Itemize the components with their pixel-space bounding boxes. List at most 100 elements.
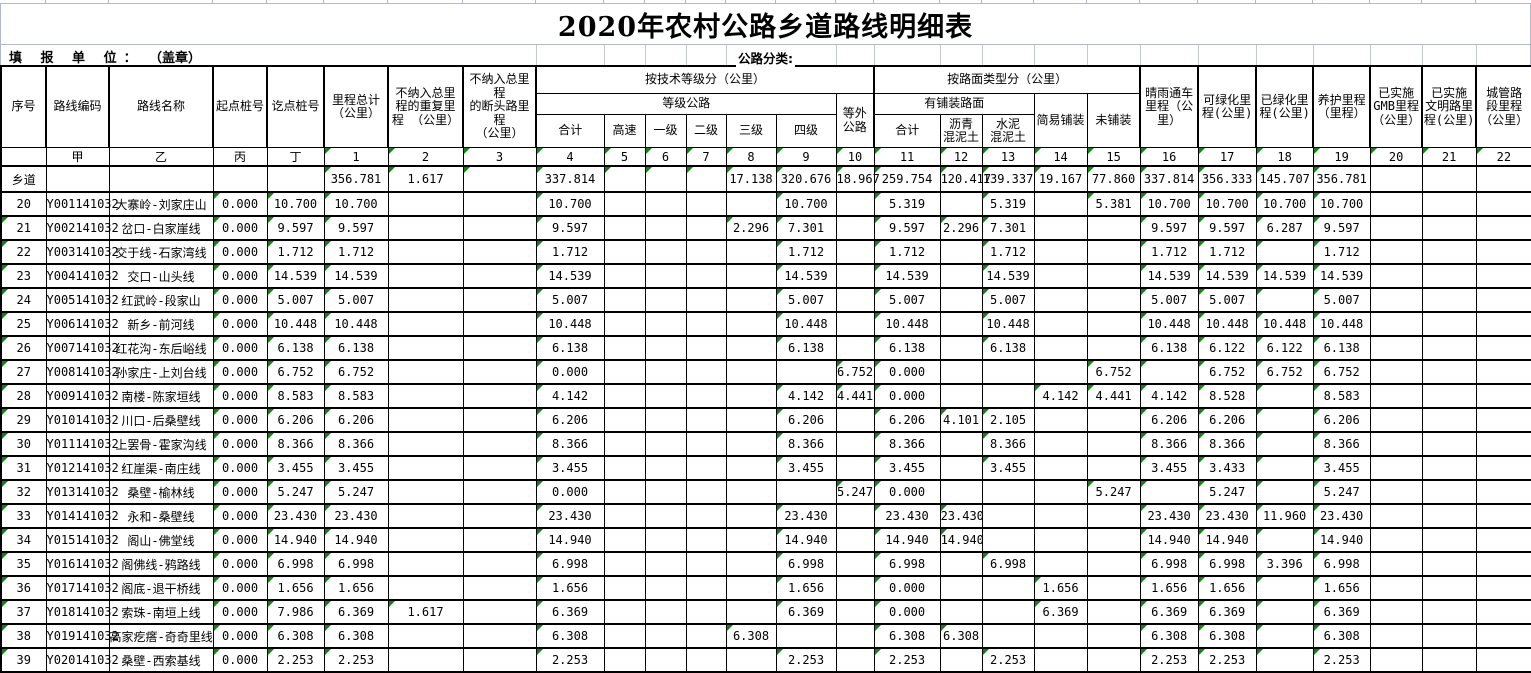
col-code-c17[interactable]: 17 xyxy=(1197,147,1257,167)
cell-22-c6[interactable] xyxy=(644,239,687,265)
cell-36-c17[interactable]: 1.656 xyxy=(1197,575,1257,601)
cell-24-c9[interactable]: 5.007 xyxy=(775,287,837,313)
cell-35-c6[interactable] xyxy=(644,551,687,577)
cell-34-c12[interactable]: 14.940 xyxy=(939,527,984,553)
cell-32-c1[interactable]: 5.247 xyxy=(323,479,389,505)
cell-33-c20[interactable] xyxy=(1369,503,1423,529)
cell-21-c14[interactable] xyxy=(1033,215,1088,241)
cell-乡道-c9[interactable]: 320.676 xyxy=(775,165,837,193)
cell-21-c2[interactable] xyxy=(387,215,464,241)
cell-37-c13[interactable] xyxy=(981,599,1035,625)
col-code-c10[interactable]: 10 xyxy=(835,147,875,167)
cell-23-c5[interactable] xyxy=(603,263,646,289)
cell-24-c3[interactable] xyxy=(462,287,537,313)
cell-25-c15[interactable] xyxy=(1086,311,1141,337)
cell-27-c14[interactable] xyxy=(1033,359,1088,385)
cell-26-name[interactable]: 红花沟-东后峪线 xyxy=(108,335,214,361)
cell-24-c20[interactable] xyxy=(1369,287,1423,313)
cell-33-c4[interactable]: 23.430 xyxy=(535,503,605,529)
cell-38-c5[interactable] xyxy=(603,623,646,649)
cell-39-c13[interactable]: 2.253 xyxy=(981,647,1035,673)
cell-26-c17[interactable]: 6.122 xyxy=(1197,335,1257,361)
cell-38-c7[interactable] xyxy=(685,623,727,649)
cell-33-c16[interactable]: 23.430 xyxy=(1139,503,1199,529)
cell-29-c8[interactable] xyxy=(725,407,777,433)
cell-31-c11[interactable]: 3.455 xyxy=(873,455,941,481)
cell-34-c10[interactable] xyxy=(835,527,875,553)
cell-27-end-stake[interactable]: 6.752 xyxy=(266,359,325,385)
cell-29-c1[interactable]: 6.206 xyxy=(323,407,389,433)
cell-20-c7[interactable] xyxy=(685,191,727,217)
cell-31-c3[interactable] xyxy=(462,455,537,481)
cell-27-code[interactable]: Y008141032 xyxy=(45,359,119,385)
cell-27-c22[interactable] xyxy=(1475,359,1531,385)
cell-21-end-stake[interactable]: 9.597 xyxy=(266,215,325,241)
cell-21-name[interactable]: 岔口-白家崖线 xyxy=(108,215,214,241)
cell-20-c3[interactable] xyxy=(462,191,537,217)
cell-20-c17[interactable]: 10.700 xyxy=(1197,191,1257,217)
cell-20-c19[interactable]: 10.700 xyxy=(1312,191,1371,217)
cell-24-c6[interactable] xyxy=(644,287,687,313)
cell-38-c6[interactable] xyxy=(644,623,687,649)
cell-24-c21[interactable] xyxy=(1421,287,1477,313)
cell-34-c19[interactable]: 14.940 xyxy=(1312,527,1371,553)
cell-30-c18[interactable] xyxy=(1255,431,1314,457)
cell-20-c22[interactable] xyxy=(1475,191,1531,217)
cell-26-c9[interactable]: 6.138 xyxy=(775,335,837,361)
cell-24-c19[interactable]: 5.007 xyxy=(1312,287,1371,313)
cell-30-c17[interactable]: 8.366 xyxy=(1197,431,1257,457)
cell-37-c10[interactable] xyxy=(835,599,875,625)
cell-乡道-c8[interactable]: 17.138 xyxy=(725,165,777,193)
cell-38-code[interactable]: Y019141032 xyxy=(45,623,119,649)
cell-30-c22[interactable] xyxy=(1475,431,1531,457)
col-header-deadend-mileage[interactable]: 不纳入总里程 的断头路里程 （公里） xyxy=(462,65,537,148)
cell-22-c11[interactable]: 1.712 xyxy=(873,239,941,265)
col-code-seq[interactable] xyxy=(0,147,47,167)
cell-21-c7[interactable] xyxy=(685,215,727,241)
cell-20-c5[interactable] xyxy=(603,191,646,217)
cell-35-c4[interactable]: 6.998 xyxy=(535,551,605,577)
cell-32-c11[interactable]: 0.000 xyxy=(873,479,941,505)
cell-29-code[interactable]: Y010141032 xyxy=(45,407,119,433)
cell-乡道-code[interactable] xyxy=(45,165,110,193)
cell-33-seq[interactable]: 33 xyxy=(0,503,47,529)
cell-24-c17[interactable]: 5.007 xyxy=(1197,287,1257,313)
reporting-unit-label[interactable]: 填 报 单 位： xyxy=(9,51,144,66)
cell-28-c11[interactable]: 0.000 xyxy=(873,383,941,409)
cell-20-c20[interactable] xyxy=(1369,191,1423,217)
cell-27-c9[interactable] xyxy=(775,359,837,385)
cell-29-c5[interactable] xyxy=(603,407,646,433)
cell-35-c3[interactable] xyxy=(462,551,537,577)
cell-35-c10[interactable] xyxy=(835,551,875,577)
cell-24-start-stake[interactable]: 0.000 xyxy=(212,287,268,313)
col-code-code[interactable]: 甲 xyxy=(45,147,110,167)
cell-22-c9[interactable]: 1.712 xyxy=(775,239,837,265)
cell-31-c2[interactable] xyxy=(387,455,464,481)
col-code-c12[interactable]: 12 xyxy=(939,147,983,167)
cell-24-c16[interactable]: 5.007 xyxy=(1139,287,1199,313)
cell-21-c16[interactable]: 9.597 xyxy=(1139,215,1199,241)
cell-34-c13[interactable] xyxy=(981,527,1035,553)
cell-33-c22[interactable] xyxy=(1475,503,1531,529)
cell-21-c19[interactable]: 9.597 xyxy=(1312,215,1371,241)
cell-35-c19[interactable]: 6.998 xyxy=(1312,551,1371,577)
col-code-c14[interactable]: 14 xyxy=(1033,147,1088,167)
cell-32-code[interactable]: Y013141032 xyxy=(45,479,119,505)
cell-20-c15[interactable]: 5.381 xyxy=(1086,191,1141,217)
cell-24-c8[interactable] xyxy=(725,287,777,313)
cell-22-c20[interactable] xyxy=(1369,239,1423,265)
cell-25-c14[interactable] xyxy=(1033,311,1088,337)
cell-22-c1[interactable]: 1.712 xyxy=(323,239,389,265)
cell-34-c20[interactable] xyxy=(1369,527,1423,553)
cell-32-c19[interactable]: 5.247 xyxy=(1312,479,1371,505)
cell-31-c1[interactable]: 3.455 xyxy=(323,455,389,481)
cell-29-c16[interactable]: 6.206 xyxy=(1139,407,1199,433)
cell-37-c20[interactable] xyxy=(1369,599,1423,625)
cell-26-c12[interactable] xyxy=(939,335,983,361)
cell-30-name[interactable]: 上罢骨-霍家沟线 xyxy=(108,431,214,457)
cell-33-c14[interactable] xyxy=(1033,503,1088,529)
cell-22-c22[interactable] xyxy=(1475,239,1531,265)
cell-29-c10[interactable] xyxy=(835,407,875,433)
cell-26-c13[interactable]: 6.138 xyxy=(981,335,1035,361)
cell-23-c14[interactable] xyxy=(1033,263,1088,289)
